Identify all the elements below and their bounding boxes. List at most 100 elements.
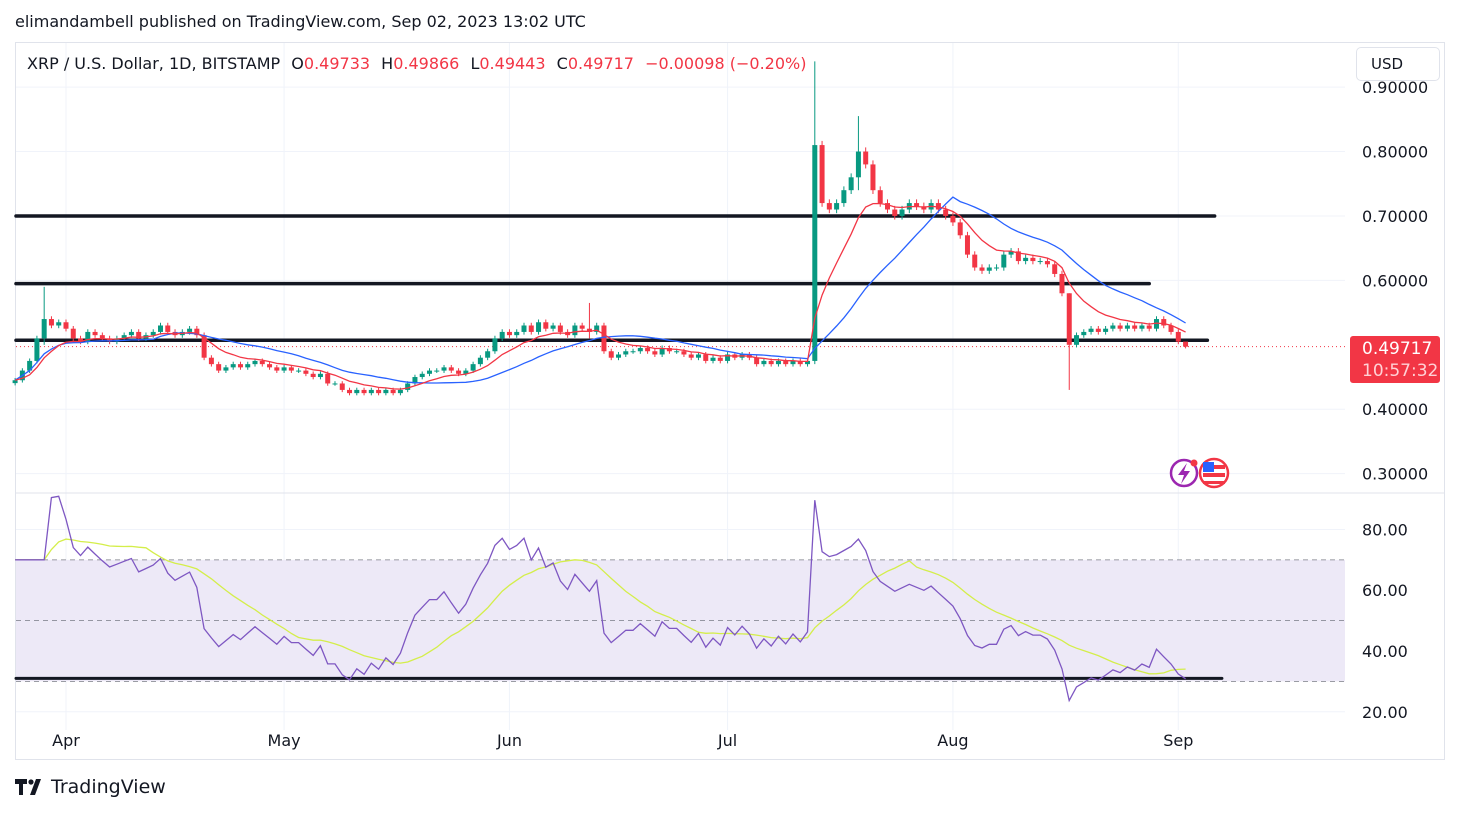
candle [281, 364, 287, 373]
candle [201, 332, 207, 361]
candle-body [92, 331, 98, 336]
candle [361, 387, 367, 396]
candle [376, 387, 382, 396]
candle-body [681, 351, 687, 355]
candle [688, 351, 694, 361]
candle-body [252, 360, 258, 365]
candle-body [1139, 325, 1145, 329]
candle-body [914, 203, 920, 207]
candle [1081, 329, 1087, 338]
candle-body [56, 322, 62, 326]
candle-body [288, 367, 294, 371]
candle-body [448, 367, 454, 371]
candle-body [245, 364, 251, 368]
candle-body [361, 389, 367, 394]
high-label: H [381, 54, 394, 73]
candle-body [1175, 331, 1181, 342]
candle-body [12, 380, 18, 384]
candle-body [1124, 325, 1130, 329]
candle [12, 377, 18, 386]
candle-body [1103, 328, 1109, 332]
candle [1095, 326, 1101, 335]
candle [637, 345, 643, 354]
candle-body [957, 222, 963, 236]
candle [863, 147, 869, 169]
candle-body [805, 360, 811, 365]
publisher-line: elimandambell published on TradingView.c… [15, 12, 586, 31]
candle-body [223, 367, 229, 371]
candle [412, 374, 418, 386]
candle [383, 387, 389, 396]
candle [223, 364, 229, 373]
candle-body [267, 364, 273, 368]
candle [972, 251, 978, 271]
candle-body [1183, 341, 1189, 347]
candle [550, 322, 556, 332]
candle-body [935, 203, 941, 210]
candle [834, 199, 840, 214]
price-tick-label: 0.40000 [1362, 400, 1428, 419]
candle [1037, 257, 1043, 265]
candle-body [863, 151, 869, 165]
candle [274, 364, 280, 373]
last-price: 0.49717 [1362, 339, 1433, 359]
candle [158, 322, 163, 335]
candle-body [158, 325, 163, 332]
candle-body [317, 373, 323, 378]
candle-body [1161, 319, 1167, 326]
open-label: O [291, 54, 304, 73]
candle [506, 329, 512, 338]
candle [1088, 326, 1094, 335]
candle-body [368, 389, 374, 394]
candle-body [1023, 257, 1029, 262]
open-value: 0.49733 [303, 54, 371, 73]
candle-body [557, 325, 563, 332]
currency-button[interactable]: USD [1356, 47, 1440, 81]
candle-body [834, 203, 840, 210]
slow-moving-average-line [14, 196, 1186, 384]
candle [419, 371, 425, 380]
candle-body [121, 335, 127, 339]
time-tick-label: Jul [717, 731, 737, 750]
notification-dot [1190, 459, 1198, 467]
candle-body [1030, 257, 1036, 262]
flag-stripe [1203, 481, 1225, 484]
candle [986, 264, 992, 274]
candle [957, 218, 963, 239]
candle [885, 199, 890, 214]
candle-body [812, 145, 818, 361]
candle [514, 329, 520, 338]
candle [114, 335, 120, 345]
candle-body [775, 360, 781, 365]
candle [964, 231, 970, 258]
candle [790, 358, 796, 367]
rsi-tick-label: 20.00 [1362, 703, 1408, 722]
candle [434, 368, 440, 373]
us-flag-event-icon[interactable] [1198, 457, 1230, 489]
candle [194, 326, 200, 338]
candle-body [848, 177, 854, 191]
candle-body [27, 360, 33, 371]
candle [296, 368, 302, 373]
candle-body [85, 331, 91, 342]
candle [303, 368, 309, 377]
candle-body [216, 364, 222, 371]
close-value: 0.49717 [567, 54, 634, 73]
candle [463, 368, 469, 377]
candle-body [187, 328, 193, 332]
candle [1117, 322, 1123, 332]
candle-body [943, 209, 949, 216]
lightning-event-icon[interactable] [1169, 458, 1199, 488]
candle-body [70, 328, 76, 339]
time-tick-label: Jun [496, 731, 522, 750]
time-tick-label: May [268, 731, 301, 750]
candle [499, 329, 505, 342]
candle [41, 286, 47, 345]
candle [310, 371, 316, 380]
candle-body [521, 325, 527, 332]
candle [797, 358, 803, 367]
tradingview-logo[interactable]: TradingView [15, 776, 166, 798]
candle-body [855, 151, 861, 178]
symbol-title[interactable]: XRP / U.S. Dollar, 1D, BITSTAMP [27, 54, 281, 73]
